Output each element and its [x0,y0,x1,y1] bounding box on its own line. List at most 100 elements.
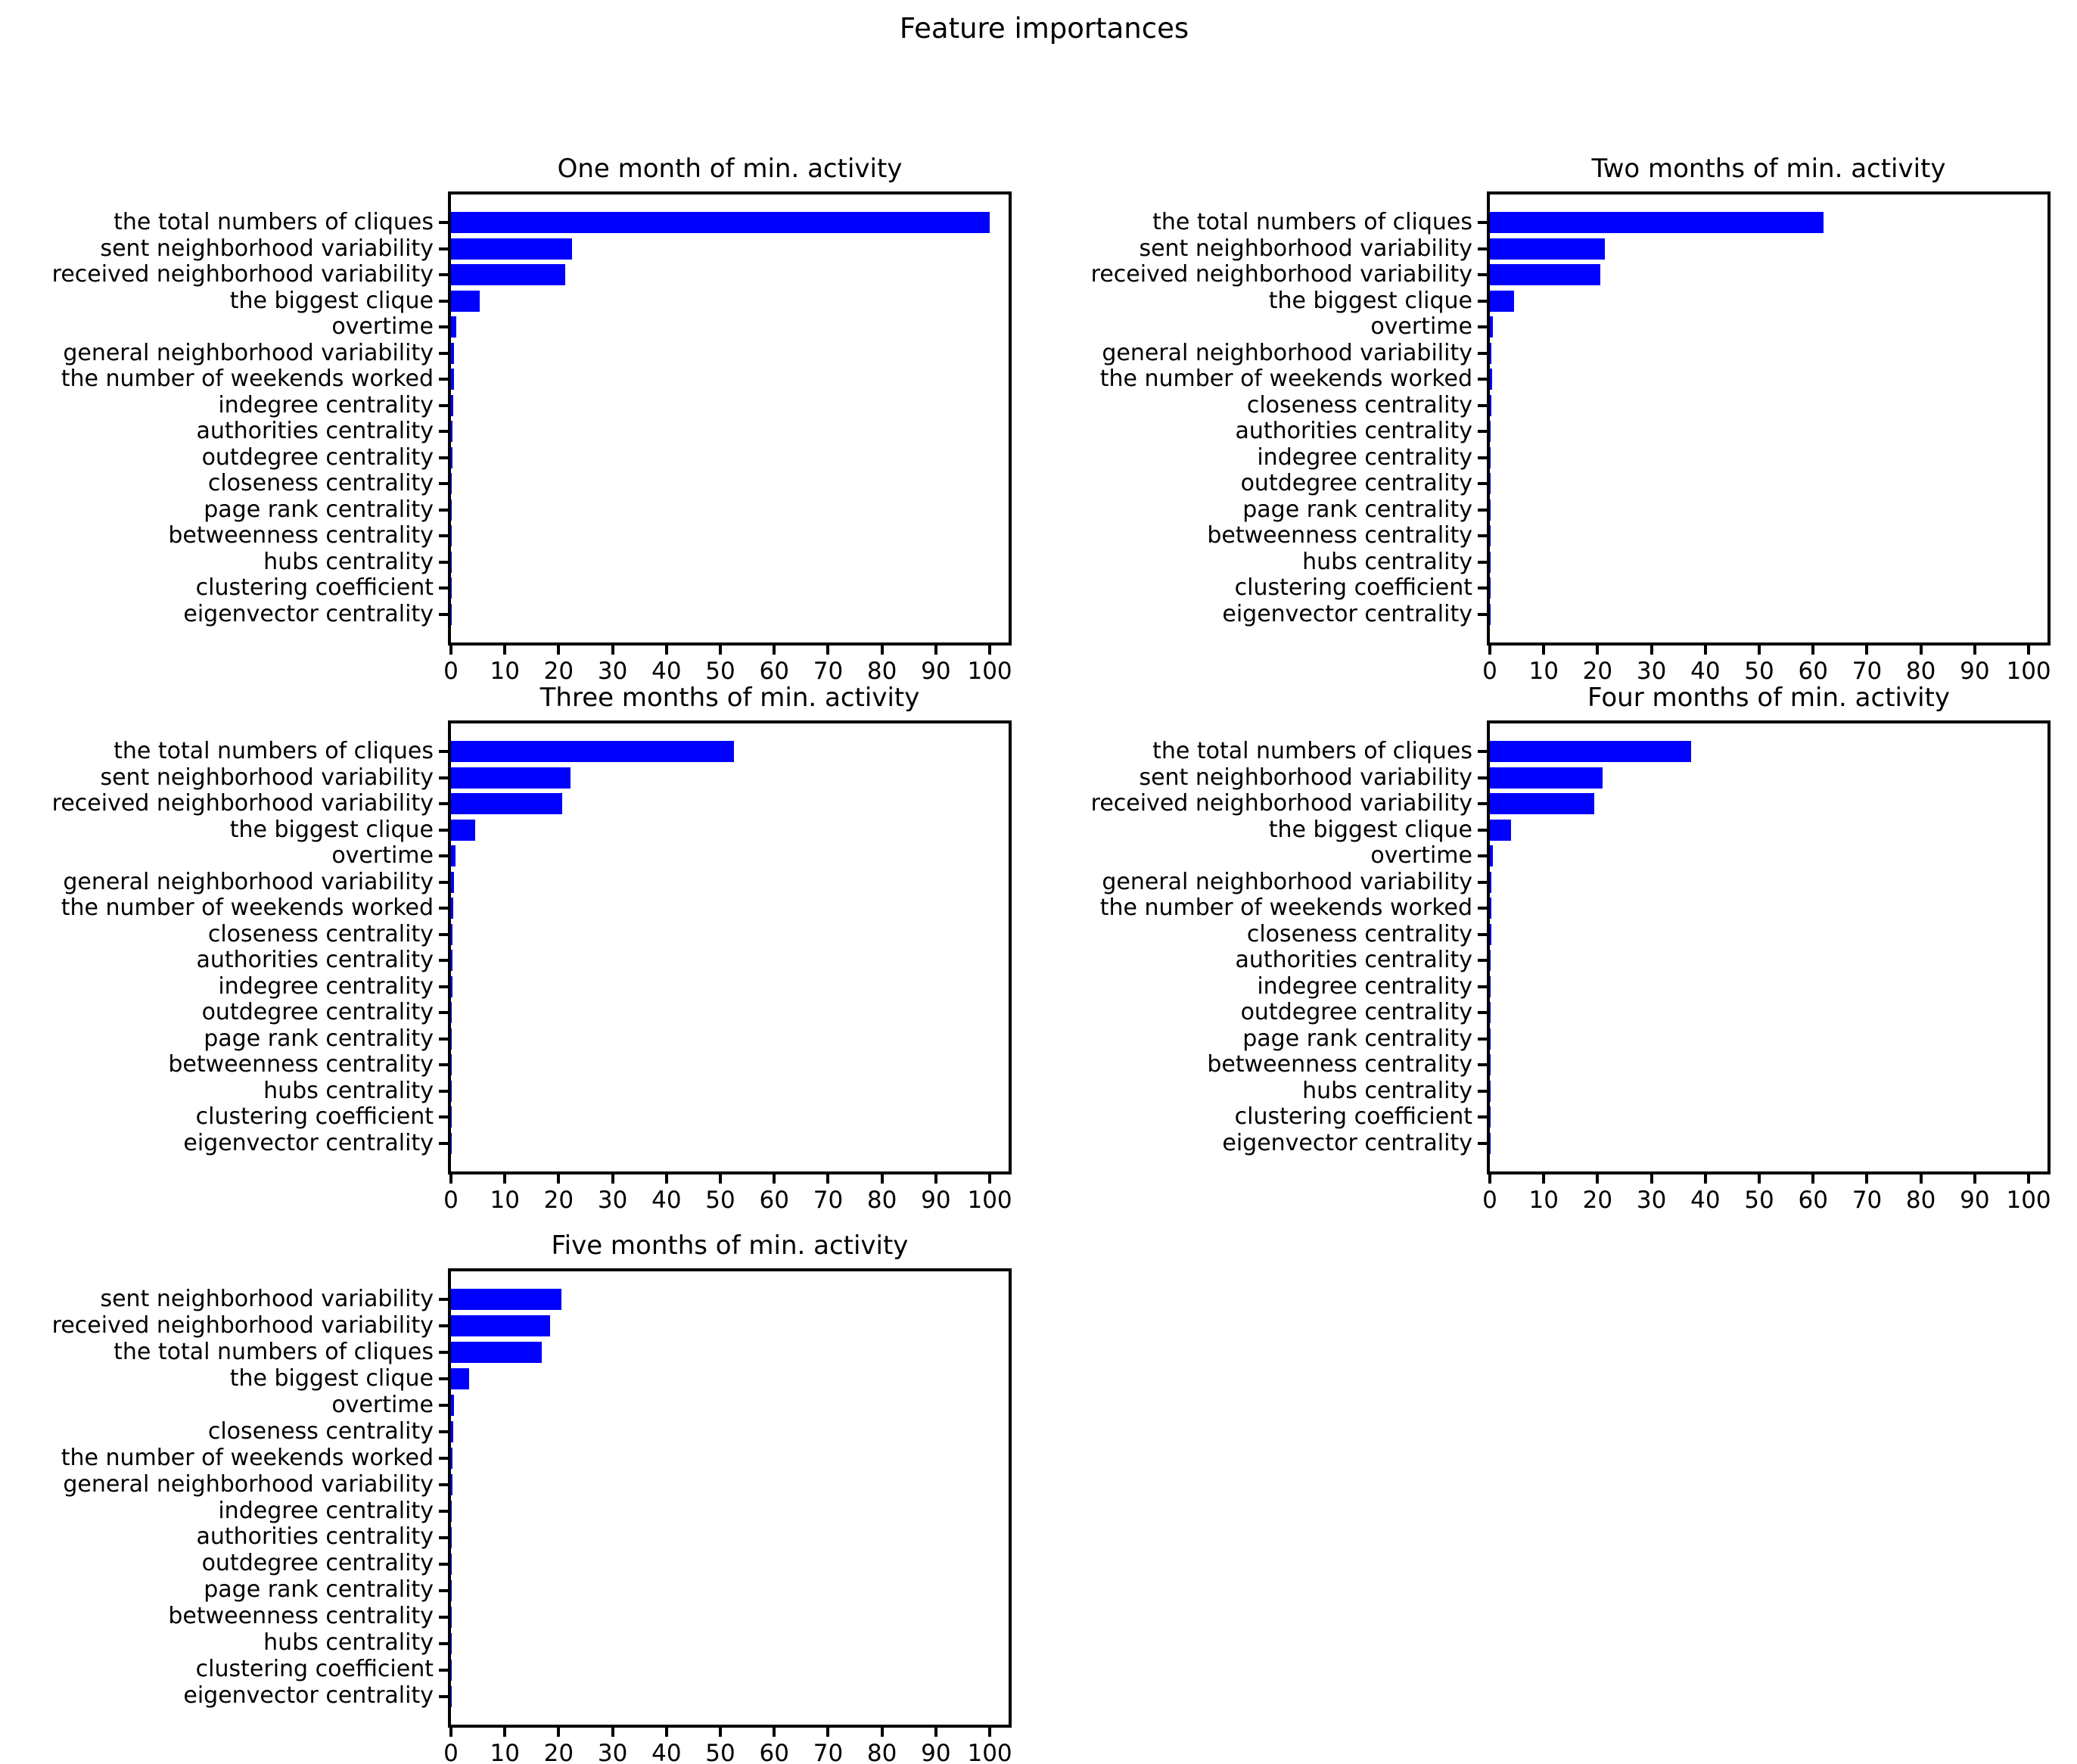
y-tick-mark [439,482,448,486]
x-axis: 0 10 20 30 40 50 60 70 80 90 100 [443,646,1012,698]
bar [451,1526,452,1548]
y-tick-mark [439,1037,448,1041]
y-category-label: the total numbers of cliques [113,209,434,235]
y-category-label: sent neighborhood variability [100,235,434,262]
x-tick-label: 100 [967,658,1012,685]
bar [1490,446,1491,468]
y-tick-mark [439,1404,448,1408]
x-tick-label: 10 [1528,658,1559,685]
y-tick-mark [1478,247,1487,250]
y-tick-mark [439,1377,448,1381]
x-tick-mark [611,646,614,655]
y-tick-mark [439,1115,448,1119]
subplot-title: Three months of min. activity [539,683,920,713]
y-axis-labels: the total numbers of cliques sent neighbo… [1040,191,1472,646]
x-tick-label: 0 [443,1187,459,1214]
y-tick-mark [439,1351,448,1355]
x-tick-mark [719,646,723,655]
bar [1490,741,1691,763]
y-axis-labels: sent neighborhood variability received ne… [1,1268,434,1728]
y-tick-mark [439,560,448,564]
bar [451,1421,453,1443]
x-tick-label: 100 [967,1740,1012,1764]
y-category-label: the number of weekends worked [1099,894,1472,921]
y-tick-mark [1478,1037,1487,1041]
x-tick-mark [1488,1174,1491,1184]
y-category-label: the biggest clique [1268,287,1472,314]
y-tick-mark [1478,221,1487,225]
axes-area [1478,720,2051,1174]
y-category-label: the total numbers of cliques [113,1338,434,1365]
x-tick-mark [880,1728,884,1737]
x-tick-label: 90 [1960,658,1990,685]
x-tick-label: 70 [1852,1187,1883,1214]
y-category-label: hubs centrality [263,548,434,575]
y-category-label: the total numbers of cliques [113,738,434,764]
y-tick-mark [1478,854,1487,858]
y-tick-mark [439,1615,448,1619]
bar [451,525,452,547]
y-category-label: eigenvector centrality [183,600,434,627]
y-tick-mark [1478,959,1487,963]
y-category-label: received neighborhood variability [1090,790,1472,817]
y-category-label: indegree centrality [1257,443,1472,471]
subplot-title: Five months of min. activity [551,1230,909,1261]
bar [451,499,452,521]
y-tick-mark [1478,985,1487,988]
bar [1490,525,1491,547]
bar [1490,369,1492,390]
bar [1490,767,1603,789]
y-category-label: betweenness centrality [1207,1051,1472,1078]
y-category-label: authorities centrality [196,1523,434,1551]
y-tick-mark [439,1483,448,1487]
x-tick-mark [880,1174,884,1184]
x-tick-mark [988,646,992,655]
x-tick-mark [503,1174,507,1184]
y-tick-mark [439,456,448,459]
y-tick-mark [1478,1089,1487,1093]
y-category-label: received neighborhood variability [1090,261,1472,288]
bar [451,264,565,286]
y-category-label: indegree centrality [218,391,434,418]
y-category-label: general neighborhood variability [63,1470,434,1498]
x-tick-label: 70 [813,658,844,685]
y-tick-mark [439,985,448,988]
x-tick-mark [664,1174,668,1184]
y-tick-mark [439,932,448,936]
y-tick-mark [439,1457,448,1461]
y-category-label: received neighborhood variability [51,790,434,817]
y-tick-mark [439,247,448,250]
y-category-label: betweenness centrality [168,1051,434,1078]
y-tick-mark [1478,1011,1487,1015]
bar [451,394,453,416]
bar [451,1289,561,1311]
y-category-label: betweenness centrality [168,1603,434,1630]
x-tick-mark [934,646,937,655]
y-category-label: closeness centrality [207,470,434,496]
x-axis: 0 10 20 30 40 50 60 70 80 90 100 [1482,1174,2051,1227]
y-tick-mark [439,612,448,616]
y-category-label: overtime [331,1391,434,1418]
y-category-label: closeness centrality [207,1417,434,1445]
y-tick-mark [439,1089,448,1093]
x-tick-label: 20 [1582,1187,1613,1214]
y-tick-mark [439,750,448,754]
x-tick-mark [826,1728,830,1737]
y-tick-mark [1478,351,1487,355]
subplot-title: Four months of min. activity [1587,683,1950,713]
y-category-label: the number of weekends worked [61,1444,434,1471]
x-tick-mark [880,646,884,655]
y-category-label: the biggest clique [229,287,434,314]
bar [451,1054,452,1076]
x-tick-label: 80 [866,658,897,685]
bar [451,1315,551,1337]
bar [451,1474,452,1496]
bar [451,551,452,573]
x-tick-mark [719,1174,723,1184]
x-tick-mark [1973,1174,1976,1184]
x-tick-label: 30 [1636,658,1667,685]
y-category-label: clustering coefficient [195,1103,434,1130]
x-tick-mark [557,646,561,655]
x-tick-mark [988,1728,992,1737]
